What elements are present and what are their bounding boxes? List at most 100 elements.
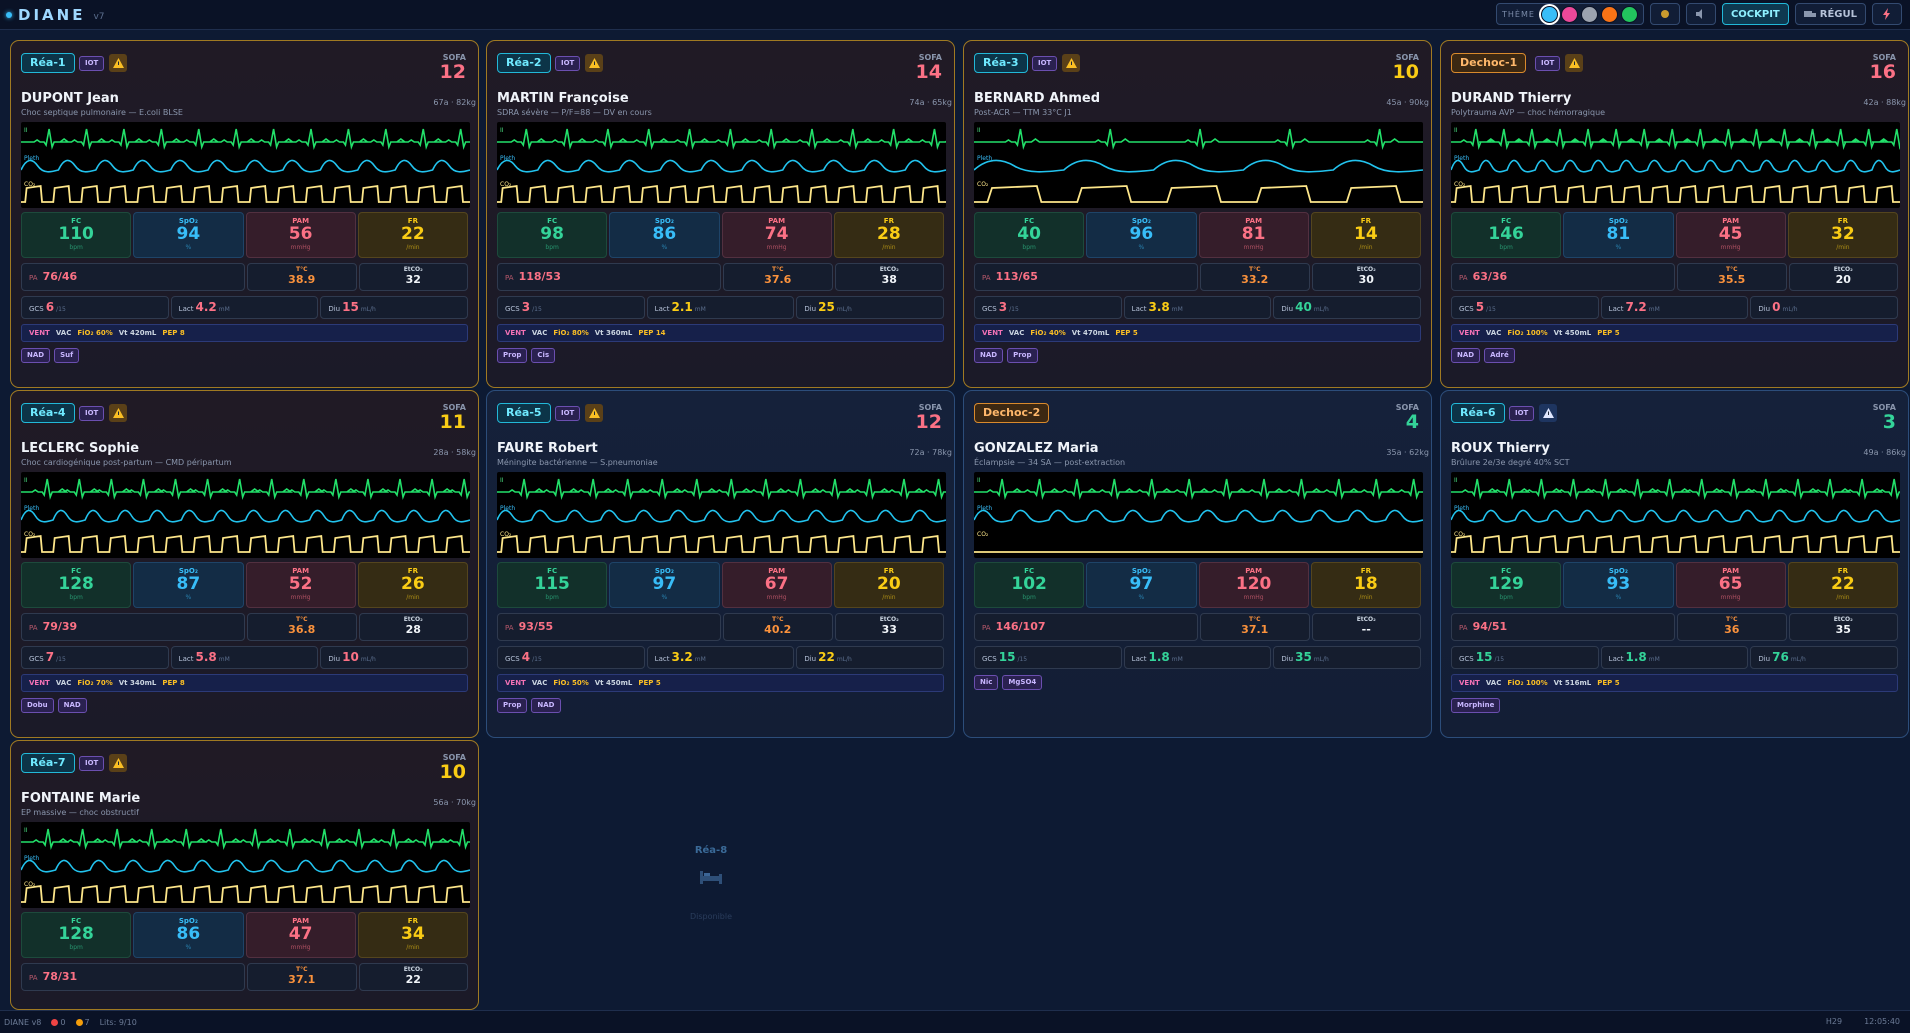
fr-box[interactable]: FR 26/min: [357, 562, 468, 608]
diu-box[interactable]: Diu 40 mL/h: [1273, 296, 1422, 319]
alert-icon[interactable]: [585, 404, 603, 422]
gcs-box[interactable]: GCS 5/15: [1451, 296, 1599, 319]
fc-box[interactable]: FC 110 bpm: [21, 212, 132, 258]
night-mode-button[interactable]: [1649, 3, 1680, 25]
ventilation-row[interactable]: VENT VAC FiO₂ 40% Vt 470mL PEP 5: [974, 324, 1421, 342]
temp-box[interactable]: T°C 37.1: [247, 963, 357, 991]
patient-card[interactable]: Réa-7 IOT SOFA 10 FONTAINE Marie 56a · 70kg EP…: [10, 740, 479, 1010]
pa-box[interactable]: PA 79/39: [21, 613, 245, 641]
pam-box[interactable]: PAM 74 mmHg: [721, 212, 832, 258]
alert-icon[interactable]: [585, 54, 603, 72]
bed-label[interactable]: Réa-6: [1451, 403, 1505, 423]
spo2-box[interactable]: SpO₂ 97%: [1086, 562, 1197, 608]
theme-swatch-orange[interactable]: [1600, 5, 1618, 23]
etco2-box[interactable]: EtCO₂ 32: [358, 263, 468, 291]
theme-swatch-green[interactable]: [1620, 5, 1638, 23]
etco2-box[interactable]: EtCO₂ 20: [1788, 263, 1898, 291]
drug-badge[interactable]: Prop: [497, 698, 528, 713]
pa-box[interactable]: PA 113/65: [974, 263, 1198, 291]
diu-box[interactable]: Diu 10 mL/h: [320, 646, 469, 669]
fc-box[interactable]: FC 128 bpm: [21, 562, 132, 608]
pa-box[interactable]: PA 94/51: [1451, 613, 1675, 641]
patient-name[interactable]: ROUX Thierry: [1451, 441, 1550, 456]
alert-button[interactable]: [1872, 3, 1902, 25]
lact-box[interactable]: Lact 7.2 mM: [1600, 296, 1749, 319]
patient-card[interactable]: Réa-5 IOT SOFA 12 FAURE Robert 72a · 78kg Méni…: [486, 390, 955, 738]
drug-badge[interactable]: Suf: [54, 348, 80, 363]
temp-box[interactable]: T°C 38.9: [247, 263, 357, 291]
bed-label[interactable]: Réa-7: [21, 753, 75, 773]
drug-badge[interactable]: MgSO4: [1002, 675, 1043, 690]
fr-box[interactable]: FR 22/min: [1787, 562, 1898, 608]
pam-box[interactable]: PAM 52 mmHg: [245, 562, 356, 608]
spo2-box[interactable]: SpO₂ 87%: [133, 562, 244, 608]
diu-box[interactable]: Diu 25 mL/h: [796, 296, 945, 319]
spo2-box[interactable]: SpO₂ 97%: [609, 562, 720, 608]
temp-box[interactable]: T°C 33.2: [1200, 263, 1310, 291]
gcs-box[interactable]: GCS 3/15: [974, 296, 1122, 319]
pa-box[interactable]: PA 63/36: [1451, 263, 1675, 291]
spo2-box[interactable]: SpO₂ 86%: [133, 912, 244, 958]
temp-box[interactable]: T°C 40.2: [723, 613, 833, 641]
spo2-box[interactable]: SpO₂ 86%: [609, 212, 720, 258]
drug-badge[interactable]: Prop: [497, 348, 528, 363]
patient-name[interactable]: BERNARD Ahmed: [974, 91, 1101, 106]
fc-box[interactable]: FC 129 bpm: [1451, 562, 1562, 608]
alert-icon[interactable]: [109, 754, 127, 772]
theme-swatch-gray[interactable]: [1580, 5, 1598, 23]
patient-card[interactable]: Réa-4 IOT SOFA 11 LECLERC Sophie 28a · 58kg Ch…: [10, 390, 479, 738]
patient-card[interactable]: Dechoc-1 IOT SOFA 16 DURAND Thierry 42a · 88k…: [1440, 40, 1909, 388]
etco2-box[interactable]: EtCO₂ 28: [358, 613, 468, 641]
gcs-box[interactable]: GCS 3/15: [497, 296, 645, 319]
patient-card[interactable]: Réa-3 IOT SOFA 10 BERNARD Ahmed 45a · 90kg Pos…: [963, 40, 1432, 388]
drug-badge[interactable]: Dobu: [21, 698, 54, 713]
cockpit-button[interactable]: COCKPIT: [1721, 3, 1789, 25]
ventilation-row[interactable]: VENT VAC FiO₂ 100% Vt 516mL PEP 5: [1451, 674, 1898, 692]
pa-box[interactable]: PA 118/53: [497, 263, 721, 291]
spo2-box[interactable]: SpO₂ 93%: [1563, 562, 1674, 608]
gcs-box[interactable]: GCS 6/15: [21, 296, 169, 319]
etco2-box[interactable]: EtCO₂ 38: [834, 263, 944, 291]
theme-swatch-blue[interactable]: [1540, 5, 1558, 23]
etco2-box[interactable]: EtCO₂ 35: [1788, 613, 1898, 641]
drug-badge[interactable]: NAD: [21, 348, 51, 363]
pam-box[interactable]: PAM 67 mmHg: [721, 562, 832, 608]
pa-box[interactable]: PA 78/31: [21, 963, 245, 991]
bed-label[interactable]: Réa-3: [974, 53, 1028, 73]
drug-badge[interactable]: Adré: [1484, 348, 1515, 363]
bed-label[interactable]: Dechoc-1: [1451, 53, 1527, 73]
fr-box[interactable]: FR 14/min: [1310, 212, 1421, 258]
bed-label[interactable]: Réa-4: [21, 403, 75, 423]
pa-box[interactable]: PA 93/55: [497, 613, 721, 641]
drug-badge[interactable]: NAD: [531, 698, 561, 713]
temp-box[interactable]: T°C 35.5: [1677, 263, 1787, 291]
etco2-box[interactable]: EtCO₂ --: [1311, 613, 1421, 641]
pam-box[interactable]: PAM 45 mmHg: [1675, 212, 1786, 258]
fr-box[interactable]: FR 28/min: [833, 212, 944, 258]
fc-box[interactable]: FC 146 bpm: [1451, 212, 1562, 258]
bed-label[interactable]: Dechoc-2: [974, 403, 1050, 423]
diu-box[interactable]: Diu 15 mL/h: [320, 296, 469, 319]
lact-box[interactable]: Lact 1.8 mM: [1600, 646, 1749, 669]
drug-badge[interactable]: Prop: [1007, 348, 1038, 363]
patient-card[interactable]: Réa-1 IOT SOFA 12 DUPONT Jean 67a · 82kg Choc …: [10, 40, 479, 388]
fr-box[interactable]: FR 18/min: [1310, 562, 1421, 608]
spo2-box[interactable]: SpO₂ 81%: [1563, 212, 1674, 258]
lact-box[interactable]: Lact 2.1 mM: [646, 296, 795, 319]
fc-box[interactable]: FC 128 bpm: [21, 912, 132, 958]
drug-badge[interactable]: Cis: [531, 348, 556, 363]
alert-icon[interactable]: [109, 54, 127, 72]
gcs-box[interactable]: GCS 4/15: [497, 646, 645, 669]
regul-button[interactable]: RÉGUL: [1794, 3, 1866, 25]
gcs-box[interactable]: GCS 15/15: [1451, 646, 1599, 669]
drug-badge[interactable]: Morphine: [1451, 698, 1501, 713]
pam-box[interactable]: PAM 47 mmHg: [245, 912, 356, 958]
drug-badge[interactable]: NAD: [974, 348, 1004, 363]
empty-bed-card[interactable]: Réa-8 Disponible: [628, 845, 794, 921]
spo2-box[interactable]: SpO₂ 94%: [133, 212, 244, 258]
drug-badge[interactable]: Nic: [974, 675, 999, 690]
fc-box[interactable]: FC 102 bpm: [974, 562, 1085, 608]
patient-name[interactable]: FONTAINE Marie: [21, 791, 141, 806]
lact-box[interactable]: Lact 3.8 mM: [1123, 296, 1272, 319]
pam-box[interactable]: PAM 65 mmHg: [1675, 562, 1786, 608]
